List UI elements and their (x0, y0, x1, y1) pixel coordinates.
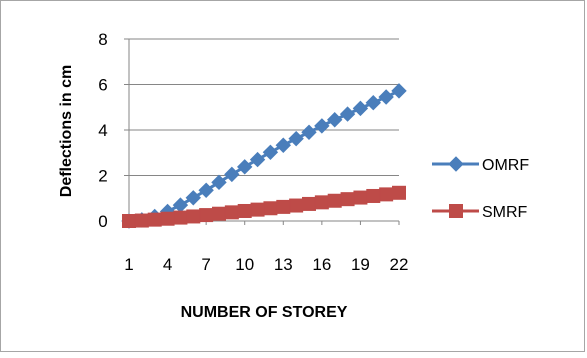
x-tick-label-10: 10 (235, 255, 254, 274)
point-smrf-22 (392, 185, 406, 200)
point-smrf-16 (314, 195, 329, 210)
point-smrf-5 (173, 210, 188, 225)
point-omrf-21 (378, 89, 394, 105)
point-smrf-10 (237, 203, 252, 218)
point-omrf-7 (198, 182, 214, 198)
series-smrf (122, 185, 406, 228)
series-group (121, 83, 407, 229)
series-line-omrf (128, 89, 400, 223)
point-omrf-19 (352, 100, 369, 117)
x-tick-label-16: 16 (312, 255, 331, 274)
point-smrf-18 (340, 192, 355, 207)
x-tick-label-19: 19 (351, 255, 370, 274)
point-smrf-19 (353, 190, 368, 205)
y-tick-labels: 0 2 4 6 8 (98, 30, 107, 231)
point-smrf-2 (134, 213, 149, 228)
point-smrf-20 (366, 188, 381, 203)
x-tick-labels: 1 4 7 10 13 16 19 22 (124, 255, 408, 274)
y-tick-label-4: 4 (98, 121, 107, 140)
legend-item-smrf: SMRF (432, 204, 528, 221)
point-omrf-6 (185, 190, 201, 206)
legend: OMRF SMRF (432, 156, 529, 221)
point-smrf-7 (199, 208, 214, 223)
point-omrf-11 (249, 151, 266, 168)
point-smrf-8 (212, 206, 226, 221)
point-smrf-15 (302, 196, 316, 211)
point-omrf-8 (211, 174, 227, 191)
point-omrf-5 (172, 197, 189, 213)
chart-frame: 0 2 4 6 8 1 4 7 10 13 16 19 22 Deflections in cm NU… (0, 0, 585, 352)
point-omrf-20 (365, 94, 381, 111)
point-omrf-9 (224, 166, 240, 183)
point-smrf-3 (147, 212, 162, 227)
point-omrf-16 (314, 118, 330, 134)
deflection-chart: 0 2 4 6 8 1 4 7 10 13 16 19 22 Deflections in cm NU… (58, 30, 529, 321)
y-axis-title: Deflections in cm (58, 65, 75, 197)
legend-item-omrf: OMRF (432, 156, 529, 174)
y-tick-label-6: 6 (98, 76, 107, 95)
point-smrf-21 (379, 187, 394, 202)
point-smrf-6 (186, 209, 201, 224)
point-smrf-17 (327, 193, 342, 208)
point-omrf-13 (275, 137, 291, 153)
x-tick-label-13: 13 (274, 255, 293, 274)
point-omrf-22 (391, 83, 407, 99)
x-tick-label-22: 22 (390, 255, 409, 274)
legend-label-smrf: SMRF (482, 204, 528, 221)
point-omrf-17 (327, 112, 343, 128)
point-smrf-9 (224, 205, 239, 220)
y-tick-label-0: 0 (98, 212, 107, 231)
point-smrf-1 (122, 214, 136, 228)
legend-marker-smrf (449, 204, 463, 218)
point-omrf-15 (301, 124, 317, 140)
point-smrf-4 (160, 211, 175, 226)
point-omrf-14 (288, 130, 304, 147)
point-smrf-11 (250, 202, 265, 217)
point-smrf-14 (289, 198, 304, 213)
point-omrf-18 (339, 106, 356, 122)
point-smrf-13 (276, 199, 291, 214)
gridlines (129, 38, 399, 176)
x-tick-label-7: 7 (201, 255, 210, 274)
x-tick-label-4: 4 (163, 255, 172, 274)
point-omrf-10 (237, 159, 253, 175)
legend-marker-omrf (448, 156, 464, 172)
point-omrf-12 (262, 144, 279, 161)
point-smrf-12 (263, 201, 278, 216)
legend-label-omrf: OMRF (482, 157, 529, 174)
y-tick-label-2: 2 (98, 167, 107, 186)
x-tick-label-1: 1 (124, 255, 133, 274)
y-tick-label-8: 8 (98, 30, 107, 49)
x-axis-title: NUMBER OF STOREY (181, 304, 348, 321)
